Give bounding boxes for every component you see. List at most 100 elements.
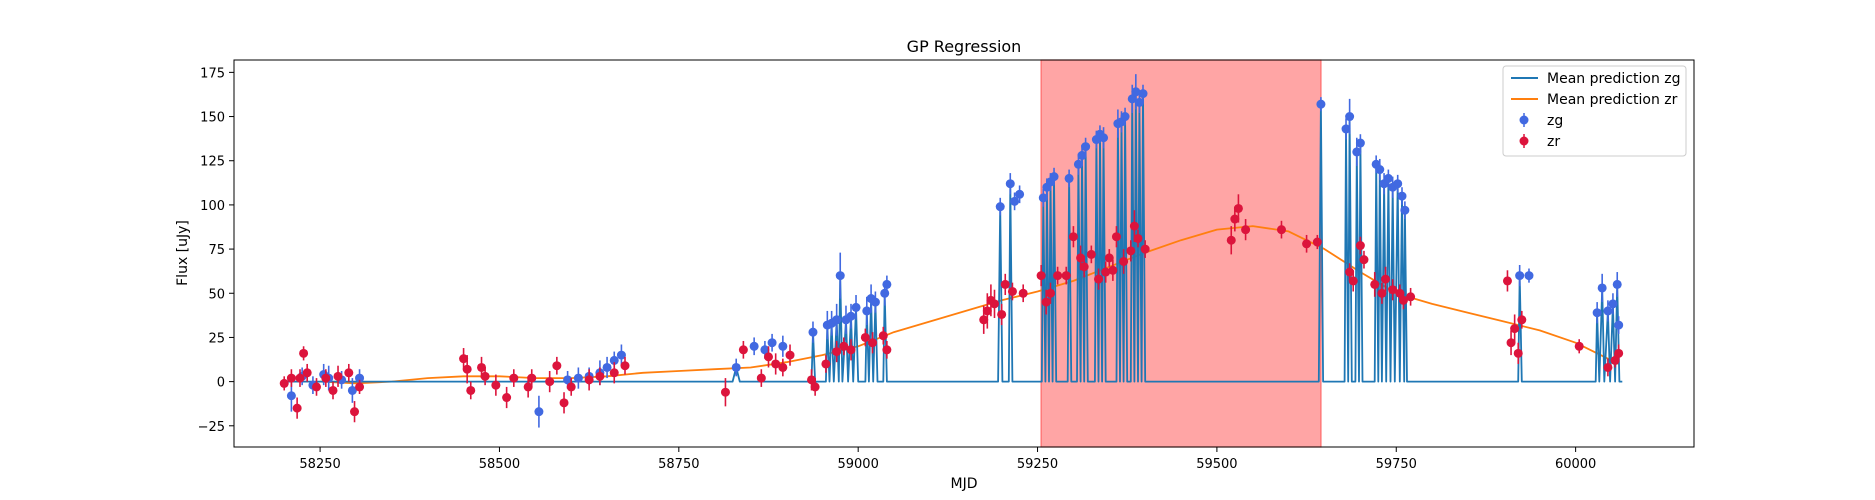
marker-zg: [602, 362, 612, 372]
data-point-zr: [1302, 234, 1312, 253]
y-tick-label: 0: [217, 376, 225, 391]
data-point-zg: [832, 303, 842, 336]
data-point-zg: [862, 296, 872, 326]
marker-zr: [321, 373, 331, 383]
marker-zr: [1061, 271, 1071, 281]
marker-zr: [1129, 221, 1139, 231]
legend-label-zg-line: Mean prediction zg: [1547, 71, 1681, 87]
data-point-zg: [995, 197, 1005, 216]
data-point-zr: [462, 355, 472, 384]
x-tick-label: 59500: [1196, 457, 1237, 472]
data-point-zr: [1406, 287, 1416, 306]
data-point-zg: [1345, 98, 1355, 135]
data-point-zr: [1502, 270, 1512, 292]
marker-zr: [1406, 292, 1416, 302]
data-point-zr: [1226, 226, 1236, 255]
data-point-zr: [1133, 229, 1143, 248]
marker-zr: [620, 361, 630, 371]
marker-zr: [1610, 355, 1620, 365]
data-point-zg: [1341, 118, 1351, 140]
data-point-zr: [279, 376, 289, 391]
marker-zr: [1111, 232, 1121, 242]
data-point-zr: [1108, 259, 1118, 281]
marker-zr: [1614, 348, 1624, 358]
marker-zr: [1241, 225, 1251, 235]
marker-zr: [333, 371, 343, 381]
y-tick-label: 125: [200, 155, 225, 170]
marker-zg: [846, 311, 856, 321]
data-point-zg: [749, 337, 759, 356]
data-point-zr: [344, 363, 354, 382]
data-point-zr: [868, 332, 878, 354]
x-tick-label: 59750: [1376, 457, 1417, 472]
marker-zg: [1081, 142, 1091, 152]
marker-zr: [1086, 249, 1096, 259]
marker-zg: [1383, 173, 1393, 183]
data-point-zr: [1119, 249, 1129, 274]
marker-zr: [1377, 288, 1387, 298]
x-tick-label: 59000: [837, 457, 878, 472]
data-point-zr: [738, 340, 748, 359]
data-point-zg: [573, 367, 583, 389]
data-point-zr: [350, 401, 360, 423]
x-tick-label: 58750: [658, 457, 699, 472]
data-point-zr: [286, 369, 296, 387]
legend-label-zr-line: Mean prediction zr: [1547, 92, 1678, 108]
y-tick-label: 25: [208, 331, 225, 346]
legend-swatch-zr-points: [1519, 136, 1529, 146]
data-point-zr: [1104, 249, 1114, 267]
marker-zr: [1000, 279, 1010, 289]
marker-zr: [1276, 225, 1286, 235]
marker-zr: [1018, 288, 1028, 298]
data-point-zg: [1005, 173, 1015, 195]
data-point-zr: [989, 289, 999, 318]
marker-zr: [1068, 232, 1078, 242]
marker-zr: [279, 378, 289, 388]
data-point-zg: [808, 321, 818, 343]
marker-zg: [870, 297, 880, 307]
data-point-zr: [1388, 279, 1398, 301]
marker-zg: [609, 355, 619, 365]
data-point-zr: [997, 303, 1007, 326]
marker-zr: [1345, 267, 1355, 277]
marker-zg: [882, 279, 892, 289]
data-point-zr: [1061, 266, 1071, 285]
data-point-zg: [1015, 185, 1025, 204]
marker-zr: [1370, 279, 1380, 289]
data-point-zg: [1064, 169, 1074, 188]
data-point-zr: [1614, 344, 1624, 363]
data-point-zr: [1506, 330, 1516, 356]
data-point-zg: [347, 378, 357, 403]
legend-swatch-zg-points: [1519, 115, 1529, 125]
marker-zr: [720, 387, 730, 397]
marker-zg: [995, 202, 1005, 212]
marker-zr: [763, 352, 773, 362]
marker-zr: [1380, 274, 1390, 284]
data-point-zr: [1000, 273, 1010, 296]
data-point-zr: [584, 369, 594, 391]
data-point-zr: [1053, 266, 1063, 285]
marker-zg: [1049, 172, 1059, 182]
data-point-zr: [509, 369, 519, 387]
data-point-zr: [785, 344, 795, 366]
marker-zr: [1108, 265, 1118, 275]
data-point-zr: [1036, 264, 1046, 287]
marker-zg: [1345, 112, 1355, 122]
marker-zr: [295, 373, 305, 383]
marker-zr: [502, 393, 512, 403]
chart-title: GP Regression: [907, 37, 1022, 56]
marker-zr: [1079, 262, 1089, 272]
data-point-zr: [620, 356, 630, 375]
marker-zr: [868, 338, 878, 348]
data-point-zr: [1045, 282, 1055, 304]
marker-zr: [979, 315, 989, 325]
marker-zg: [1077, 150, 1087, 160]
marker-zg: [832, 315, 842, 325]
data-point-zr: [312, 378, 322, 396]
marker-zg: [1099, 133, 1109, 143]
data-point-zg: [1524, 268, 1534, 283]
plot-frame: [233, 59, 1695, 448]
data-point-zg: [1316, 97, 1326, 112]
marker-zr: [328, 385, 338, 395]
